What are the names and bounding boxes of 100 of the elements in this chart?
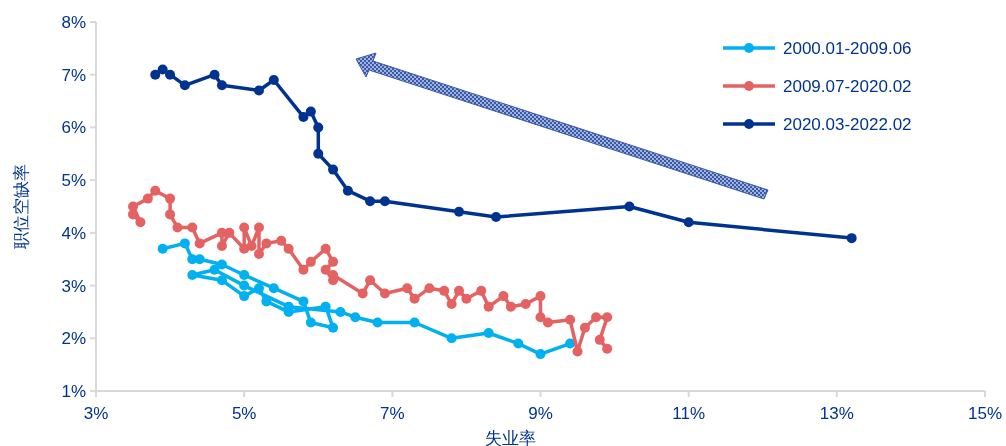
point bbox=[216, 275, 227, 286]
y-tick-label: 6% bbox=[61, 118, 86, 138]
x-tick-label: 11% bbox=[672, 404, 706, 423]
point bbox=[298, 264, 309, 275]
x-tick-label: 13% bbox=[819, 404, 854, 423]
y-tick-label: 3% bbox=[61, 276, 86, 296]
point bbox=[216, 80, 227, 91]
point bbox=[535, 349, 546, 360]
point bbox=[246, 241, 257, 252]
y-tick-label: 8% bbox=[61, 13, 86, 32]
point bbox=[172, 222, 183, 233]
point bbox=[209, 264, 220, 275]
point bbox=[409, 317, 420, 328]
point bbox=[305, 256, 316, 267]
point bbox=[239, 222, 250, 233]
point bbox=[513, 338, 524, 349]
point bbox=[328, 256, 339, 267]
point bbox=[261, 238, 272, 249]
point bbox=[194, 238, 205, 249]
point bbox=[491, 212, 502, 223]
point bbox=[128, 209, 139, 220]
point bbox=[409, 293, 420, 304]
point bbox=[216, 259, 227, 270]
point bbox=[565, 314, 576, 325]
point bbox=[602, 312, 613, 323]
point bbox=[461, 293, 472, 304]
point bbox=[142, 193, 153, 204]
point bbox=[209, 69, 220, 80]
point bbox=[446, 333, 457, 344]
point bbox=[313, 148, 324, 159]
point bbox=[268, 74, 279, 85]
point bbox=[187, 270, 198, 281]
legend-label: 2020.03-2022.02 bbox=[783, 115, 912, 134]
point bbox=[402, 283, 413, 294]
legend-label: 2009.07-2020.02 bbox=[783, 77, 912, 96]
y-tick-label: 7% bbox=[61, 65, 86, 85]
point bbox=[591, 312, 602, 323]
point bbox=[594, 334, 605, 345]
point bbox=[150, 69, 161, 80]
point bbox=[846, 233, 857, 244]
point bbox=[454, 206, 465, 217]
point bbox=[150, 185, 161, 196]
point bbox=[253, 85, 264, 96]
x-tick-label: 15% bbox=[967, 404, 1003, 423]
point bbox=[298, 111, 309, 122]
point bbox=[424, 283, 435, 294]
point bbox=[365, 196, 376, 207]
y-tick-label: 5% bbox=[61, 171, 86, 191]
point bbox=[239, 280, 250, 291]
point bbox=[439, 285, 450, 296]
point bbox=[157, 64, 168, 75]
point bbox=[239, 270, 250, 281]
point bbox=[276, 235, 287, 246]
point bbox=[165, 69, 176, 80]
point bbox=[305, 106, 316, 117]
point bbox=[379, 288, 390, 299]
point bbox=[350, 312, 361, 323]
point bbox=[542, 317, 553, 328]
point bbox=[476, 285, 487, 296]
legend-label: 2000.01-2009.06 bbox=[783, 39, 912, 58]
point bbox=[483, 328, 494, 339]
point bbox=[157, 243, 168, 254]
point bbox=[239, 291, 250, 302]
point bbox=[179, 238, 190, 249]
point bbox=[216, 241, 227, 252]
y-tick-label: 4% bbox=[61, 223, 86, 243]
point bbox=[239, 243, 250, 254]
point bbox=[365, 275, 376, 286]
y-tick-label: 2% bbox=[61, 329, 86, 349]
point bbox=[454, 285, 465, 296]
point bbox=[446, 299, 457, 310]
point bbox=[165, 193, 176, 204]
point bbox=[320, 243, 331, 254]
x-tick-label: 9% bbox=[528, 404, 553, 423]
point bbox=[520, 299, 531, 310]
point bbox=[165, 209, 176, 220]
point bbox=[328, 164, 339, 175]
point bbox=[342, 185, 353, 196]
point bbox=[305, 317, 316, 328]
point bbox=[483, 301, 494, 312]
y-axis-title: 职位空缺率 bbox=[12, 164, 31, 249]
x-tick-label: 5% bbox=[231, 404, 257, 423]
point bbox=[298, 296, 309, 307]
point bbox=[179, 80, 190, 91]
point bbox=[328, 322, 339, 333]
point bbox=[216, 227, 227, 238]
point bbox=[372, 317, 383, 328]
x-axis-title: 失业率 bbox=[485, 429, 536, 446]
point bbox=[572, 346, 583, 357]
point bbox=[505, 301, 516, 312]
point bbox=[253, 222, 264, 233]
point bbox=[320, 264, 331, 275]
x-tick-label: 7% bbox=[380, 404, 405, 423]
y-tick-label: 1% bbox=[61, 382, 86, 401]
point bbox=[187, 222, 198, 233]
point bbox=[253, 248, 264, 259]
point bbox=[313, 122, 324, 133]
point bbox=[535, 312, 546, 323]
point bbox=[135, 217, 146, 228]
point bbox=[624, 201, 635, 212]
